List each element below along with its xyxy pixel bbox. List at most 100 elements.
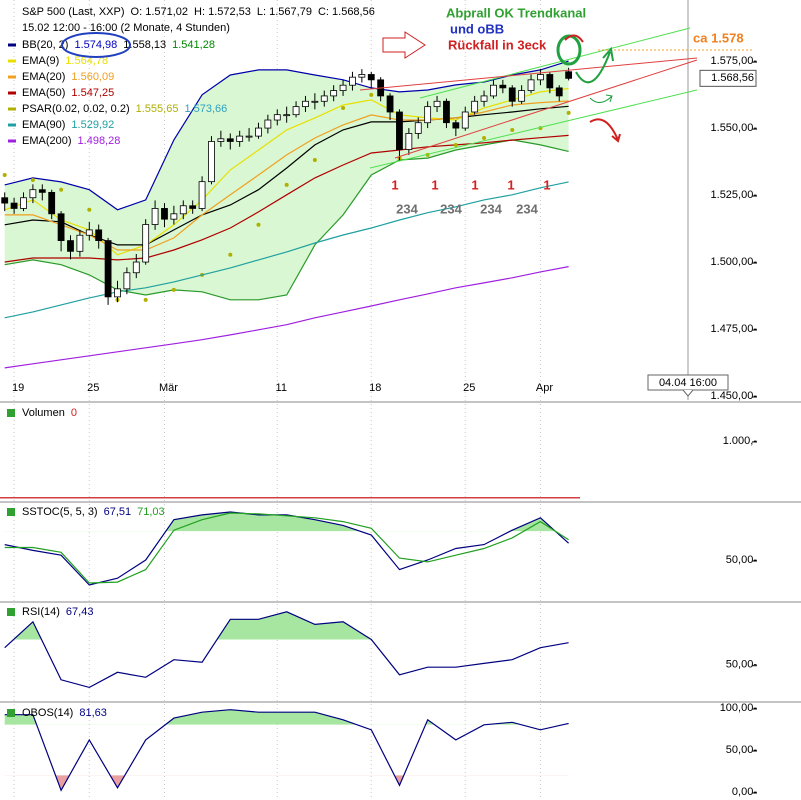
x-tick-label: 25 [87,382,99,394]
candle-body [555,87,563,97]
y-tick-label: 1.500,00- [711,256,758,268]
legend-text: 67,43 [66,606,94,618]
legend-text: H: 1.572,53 [194,6,251,18]
psar-dot [312,157,317,162]
x-tick-label: Apr [536,382,553,394]
candle-body [358,74,366,78]
legend-text: 0 [71,407,77,419]
annotation: Rückfall in 3eck [448,37,547,52]
legend-text: Volumen [22,407,65,419]
candle-body [339,84,347,91]
legend-text: L: 1.567,79 [257,6,312,18]
annotation: 1 [507,177,514,192]
legend-text: RSI(14) [22,606,60,618]
overbought-fill [4,611,569,640]
candle-body [283,114,291,117]
psar-dot [87,207,92,212]
legend-text: 1.498,28 [78,135,121,147]
arrow [564,34,584,43]
trend-channel [369,89,698,169]
candle-body [452,122,460,129]
candle-body [414,122,422,134]
candle-body [48,191,56,215]
triangle-line [359,57,698,91]
candle-body [217,138,225,142]
psar-dot [228,252,233,257]
y-tick-label: 1.525,00- [711,189,758,201]
legend-icon [7,409,15,417]
annotation: 234 [440,201,462,216]
psar-dot [30,178,35,183]
legend-text: 1.558,13 [123,39,166,51]
candle-body [142,224,150,263]
arrow [589,118,621,143]
legend-text: C: 1.568,56 [318,6,375,18]
legend-text: 1.560,09 [71,71,114,83]
legend-text: PSAR(0.02, 0.02, 0.2) [22,103,130,115]
candle-body [208,141,215,183]
legend-text: EMA(50) [22,87,65,99]
annotation: 1 [431,177,438,192]
annotation: 234 [396,201,418,216]
candle-body [189,205,197,209]
y-tick-label: 100,00- [720,702,758,714]
candle-body [320,95,328,102]
candle-body [302,100,309,108]
psar-dot [566,110,571,115]
candle-body [114,288,121,298]
x-tick-label: 11 [276,382,287,394]
candle-body [433,100,441,108]
y-tick-label: 0,00- [732,786,757,798]
candle-body [508,87,516,102]
legend-text: 67,51 [104,506,132,518]
y-tick-label: 1.575,00- [711,55,758,67]
candle-body [537,74,544,81]
candle-body [132,261,140,274]
indicator-line [4,512,569,584]
legend-text: BB(20, 2) [22,39,68,51]
legend-text: SSTOC(5, 5, 3) [22,506,98,518]
candle-body [151,208,159,225]
legend-text: EMA(90) [22,119,65,131]
annotation: 1 [543,177,550,192]
candle-body [179,205,187,215]
candle-body [405,133,413,150]
arrow [575,46,614,84]
cursor-pointer [682,389,694,397]
candle-body [367,74,375,81]
legend-text: EMA(9) [22,55,59,67]
annotation: 1 [471,177,478,192]
psar-dot [284,182,289,187]
legend-text: 1.573,66 [184,103,227,115]
y-tick-label: 1.000,- [723,435,758,447]
legend-text: 15.02 12:00 - 16:00 (2 Monate, 4 Stunden… [22,22,230,34]
legend-text: 71,03 [137,506,165,518]
candle-body [236,135,244,142]
indicator-line [4,181,569,319]
candle-body [198,181,206,209]
bb-upper [4,60,569,211]
psar-dot [2,172,7,177]
candle-body [546,74,554,89]
legend-icon [7,608,15,616]
legend-text: 1.555,65 [136,103,179,115]
y-tick-label: 1.550,00- [711,122,758,134]
arrow [382,31,426,59]
legend-text: EMA(20) [22,71,65,83]
candle-body [255,127,262,137]
annotation: 1 [391,177,398,192]
legend-text: EMA(200) [22,135,72,147]
candle-body [311,100,319,103]
psar-dot [453,142,458,147]
indicator-line [4,611,569,689]
annotation: ca 1.578 [693,30,744,45]
candle-body [245,135,253,138]
last-price-box [699,69,757,87]
legend-icon [7,709,15,717]
psar-dot [143,297,148,302]
front-layer: 1.575,00- 1.550,00- 1.525,00- 1.500,00- 1.47… [0,6,757,798]
candle-body [499,84,507,89]
arrow [589,94,613,103]
candle-body [292,106,300,116]
